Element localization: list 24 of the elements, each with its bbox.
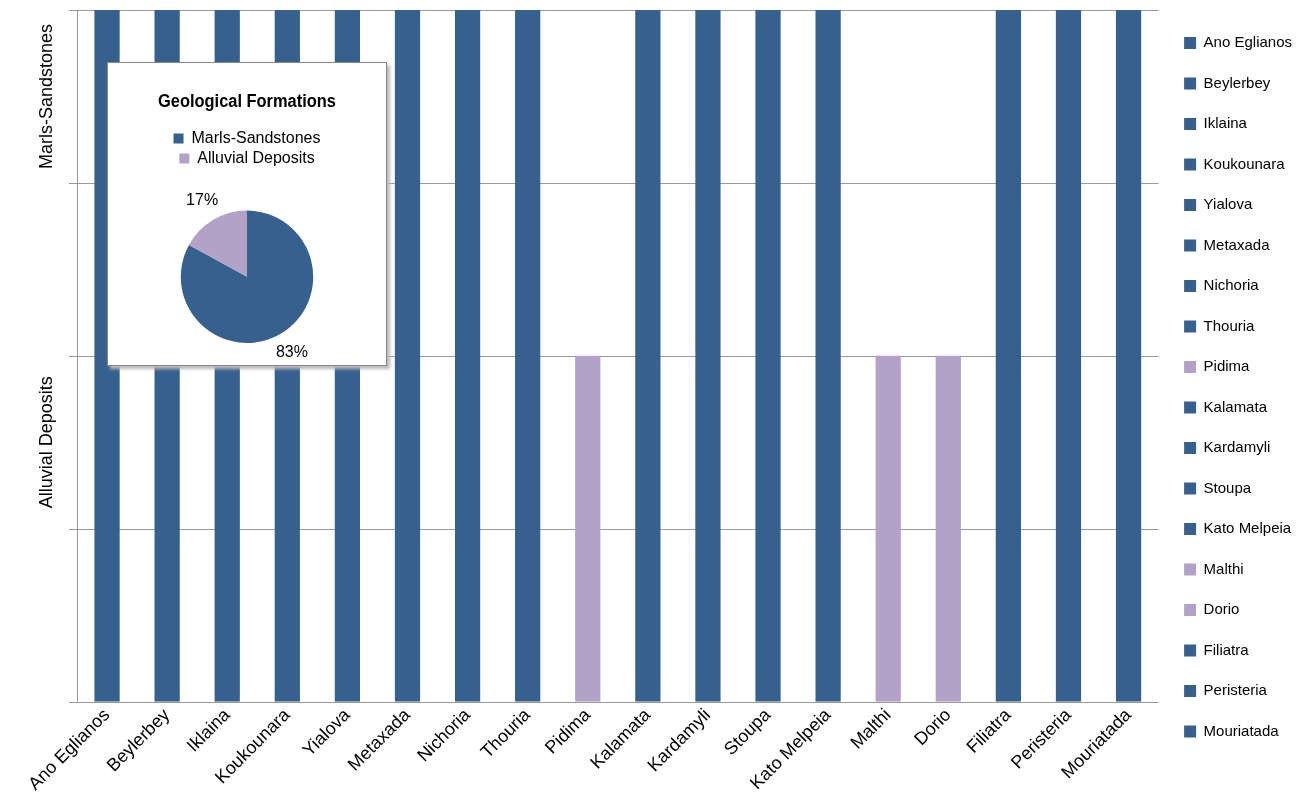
data-label: 83% <box>275 343 308 361</box>
data-label: 17% <box>186 191 219 209</box>
legend-label: Nichoria <box>1203 276 1260 294</box>
legend-label: Yialova <box>1203 195 1253 213</box>
legend-label: Iklaina <box>1203 114 1248 132</box>
chart-title: Geological Formations <box>158 90 336 111</box>
legend-label: Ano Eglianos <box>1203 33 1293 51</box>
legend-label: Dorio <box>1203 600 1240 618</box>
legend-label: Peristeria <box>1203 681 1268 699</box>
legend-label: Kalamata <box>1203 397 1268 415</box>
legend-label: Beylerbey <box>1203 73 1271 91</box>
legend-label: Alluvial Deposits <box>197 149 315 167</box>
legend-label: Marls-Sandstones <box>191 129 321 147</box>
legend-label: Metaxada <box>1203 235 1271 253</box>
text: Alluvial Deposits <box>35 376 56 509</box>
legend-label: Thouria <box>1203 316 1256 334</box>
text: Marls-Sandstones <box>35 23 56 169</box>
legend-label: Filiatra <box>1203 640 1250 658</box>
legend-label: Kato Melpeia <box>1203 519 1292 537</box>
legend-label: Kardamyli <box>1203 438 1271 456</box>
legend-label: Stoupa <box>1203 478 1252 496</box>
legend-label: Malthi <box>1203 559 1244 577</box>
legend-label: Pidima <box>1203 357 1251 375</box>
legend-label: Koukounara <box>1203 154 1286 172</box>
